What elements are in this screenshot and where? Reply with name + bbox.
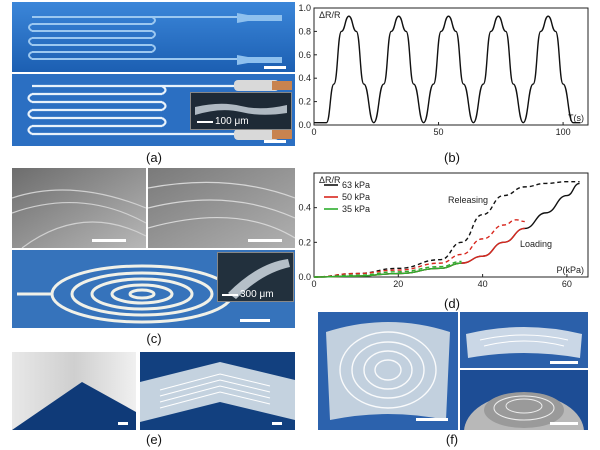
x-tick-label: 0 (311, 279, 316, 289)
inset-micrograph-a: 100 μm (190, 92, 292, 130)
photo-c-spiral: 300 μm (12, 250, 295, 328)
x-tick-label: 60 (562, 279, 572, 289)
y-tick-label: 1.0 (298, 3, 311, 13)
x-tick-label: 40 (478, 279, 488, 289)
chart-b: 0 50 100 0.0 0.2 0.4 0.6 0.8 1.0 ΔR/R T(s) (298, 3, 589, 137)
panel-label-b: (b) (444, 150, 460, 165)
photo-a-top (12, 2, 295, 72)
plot-frame (313, 172, 589, 278)
inset-scale-label-a: 100 μm (215, 116, 249, 127)
plot-frame (313, 7, 589, 126)
x-axis-label: T(s) (568, 113, 584, 123)
x-tick-label: 50 (434, 127, 444, 137)
panel-label-a: (a) (146, 150, 162, 165)
series-line (314, 15, 581, 124)
legend-label: 50 kPa (342, 192, 370, 202)
serpentine-electrode-a (12, 2, 295, 72)
series-line (313, 260, 462, 278)
panel-label-e: (e) (146, 432, 162, 447)
annotation-loading: Loading (520, 239, 552, 249)
y-tick-label: 0.0 (298, 272, 311, 282)
photo-e-right (140, 352, 295, 430)
photo-c-left (12, 168, 146, 248)
x-tick-label: 0 (311, 127, 316, 137)
legend-label: 63 kPa (342, 180, 370, 190)
y-axis-label: ΔR/R (319, 175, 341, 185)
inset-micrograph-c: 300 μm (217, 252, 294, 302)
photo-e-left (12, 352, 136, 430)
photo-f-bottom (460, 370, 588, 430)
photo-c-right (148, 168, 295, 248)
y-tick-label: 0.0 (298, 120, 311, 130)
photo-a-bottom: 100 μm (12, 74, 295, 146)
panel-label-f: (f) (445, 432, 459, 447)
x-tick-label: 100 (556, 127, 571, 137)
y-tick-label: 0.4 (298, 73, 311, 83)
series-line (313, 219, 525, 278)
y-axis-label: ΔR/R (319, 10, 341, 20)
x-tick-label: 20 (393, 279, 403, 289)
panel-label-c: (c) (146, 331, 162, 346)
y-tick-label: 0.2 (298, 97, 311, 107)
photo-f-main (318, 312, 458, 430)
legend-label: 35 kPa (342, 204, 370, 214)
chart-d: 0 20 40 60 0.0 0.2 0.4 ΔR/R P(kPa) 63 kPa 50 kPa 35… (298, 172, 589, 289)
inset-scale-label-c: 300 μm (240, 289, 274, 300)
y-tick-label: 0.2 (298, 237, 311, 247)
annotation-releasing: Releasing (448, 195, 488, 205)
y-tick-label: 0.6 (298, 50, 311, 60)
y-tick-label: 0.8 (298, 26, 311, 36)
photo-f-top (460, 312, 588, 368)
series-line (313, 180, 580, 278)
panel-label-d: (d) (444, 296, 460, 311)
x-axis-label: P(kPa) (556, 265, 584, 275)
y-tick-label: 0.4 (298, 203, 311, 213)
